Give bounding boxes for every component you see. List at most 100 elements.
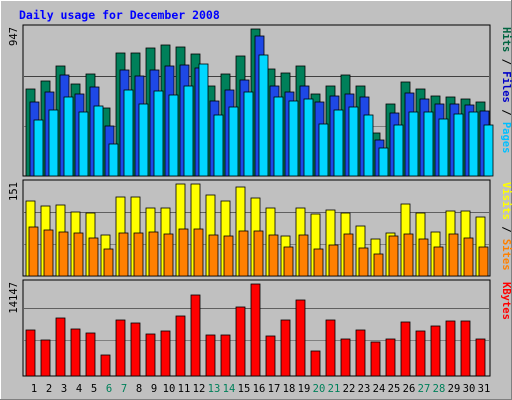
bar-pages-day-5: [93, 105, 104, 177]
bar-sites-day-22: [343, 233, 354, 277]
bar-pages-day-23: [363, 114, 374, 177]
x-tick-label-day-6: 6: [106, 383, 112, 395]
bar-sites-day-10: [163, 233, 174, 277]
bar-pages-day-7: [123, 89, 134, 177]
bar-kbytes-day-13: [205, 334, 216, 377]
x-tick-label-day-27: 27: [418, 383, 431, 395]
bar-sites-day-7: [118, 232, 129, 277]
bar-pages-day-15: [243, 91, 254, 177]
bar-sites-day-2: [43, 229, 54, 277]
bar-kbytes-day-9: [145, 333, 156, 377]
bar-kbytes-day-27: [415, 330, 426, 377]
bar-pages-day-17: [273, 96, 284, 177]
bar-kbytes-day-8: [130, 322, 141, 377]
bar-pages-day-4: [78, 111, 89, 177]
x-tick-label-day-20: 20: [313, 383, 326, 395]
bar-sites-day-17: [268, 234, 279, 277]
bar-pages-day-11: [183, 85, 194, 177]
label-layer: 947 Hits / Files / Pages 151 Visits / Sites…: [8, 27, 512, 395]
bar-kbytes-day-26: [400, 321, 411, 377]
x-tick-label-day-8: 8: [136, 383, 142, 395]
bar-sites-day-8: [133, 232, 144, 277]
bar-pages-day-19: [303, 98, 314, 177]
x-tick-label-day-1: 1: [31, 383, 37, 395]
mark-layer: [25, 28, 494, 377]
bar-pages-day-9: [153, 90, 164, 177]
bar-kbytes-day-10: [160, 330, 171, 377]
bar-sites-day-27: [418, 238, 429, 277]
bar-kbytes-day-30: [460, 320, 471, 377]
bar-kbytes-day-23: [355, 329, 366, 377]
bar-sites-day-9: [148, 231, 159, 277]
x-tick-label-day-2: 2: [46, 383, 52, 395]
chart-title: Daily usage for December 2008: [19, 8, 220, 22]
bar-sites-day-5: [88, 237, 99, 277]
bar-sites-day-29: [448, 233, 459, 277]
bar-pages-day-3: [63, 96, 74, 177]
panel-1-legend: Visits / Sites: [500, 182, 512, 271]
bar-kbytes-day-2: [40, 339, 51, 377]
bar-pages-day-27: [423, 111, 434, 177]
bar-pages-day-31: [483, 124, 494, 177]
panel-2-legend: KBytes: [500, 282, 512, 320]
legend-separator: /: [500, 103, 512, 122]
bar-kbytes-day-19: [295, 299, 306, 377]
legend-visits: Visits: [500, 182, 512, 220]
legend-kbytes: KBytes: [500, 282, 512, 320]
bar-sites-day-30: [463, 237, 474, 277]
bar-pages-day-6: [108, 143, 119, 177]
bar-pages-day-29: [453, 113, 464, 177]
bar-pages-day-26: [408, 111, 419, 177]
x-tick-label-day-30: 30: [463, 383, 476, 395]
legend-separator: /: [500, 220, 512, 239]
panel-1-ymax-label: 151: [8, 182, 20, 201]
bar-kbytes-day-16: [250, 283, 261, 377]
bar-pages-day-10: [168, 94, 179, 177]
bar-pages-day-22: [348, 106, 359, 177]
bar-kbytes-day-15: [235, 306, 246, 377]
bar-sites-day-21: [328, 244, 339, 277]
bar-kbytes-day-12: [190, 294, 201, 377]
x-tick-label-day-24: 24: [373, 383, 386, 395]
x-tick-label-day-28: 28: [433, 383, 446, 395]
bar-kbytes-day-22: [340, 338, 351, 377]
legend-hits: Hits: [500, 27, 512, 52]
bar-kbytes-day-24: [370, 341, 381, 377]
bar-sites-day-12: [193, 228, 204, 277]
x-tick-label-day-14: 14: [223, 383, 236, 395]
bar-pages-day-12: [198, 63, 209, 177]
bar-kbytes-day-14: [220, 334, 231, 377]
bar-sites-day-11: [178, 228, 189, 277]
panel-0-legend: Hits / Files / Pages: [500, 27, 512, 153]
x-tick-label-day-5: 5: [91, 383, 97, 395]
x-tick-label-day-19: 19: [298, 383, 311, 395]
x-tick-label-day-25: 25: [388, 383, 401, 395]
bar-kbytes-day-17: [265, 335, 276, 377]
bar-pages-day-21: [333, 109, 344, 177]
bar-sites-day-25: [388, 235, 399, 277]
bar-pages-day-30: [468, 111, 479, 177]
bar-kbytes-day-20: [310, 350, 321, 377]
bar-pages-day-13: [213, 114, 224, 177]
bar-pages-day-14: [228, 106, 239, 177]
x-tick-label-day-18: 18: [283, 383, 296, 395]
bar-kbytes-day-11: [175, 315, 186, 377]
bar-kbytes-day-6: [100, 354, 111, 377]
bar-sites-day-15: [238, 230, 249, 277]
x-tick-label-day-16: 16: [253, 383, 266, 395]
bar-kbytes-day-1: [25, 329, 36, 377]
bar-sites-day-24: [373, 253, 384, 277]
bar-pages-day-2: [48, 109, 59, 177]
bar-pages-day-8: [138, 103, 149, 177]
panel-0-ymax-label: 947: [8, 27, 20, 46]
bar-pages-day-28: [438, 118, 449, 177]
bar-sites-day-20: [313, 248, 324, 277]
x-tick-label-day-13: 13: [208, 383, 221, 395]
bar-pages-day-24: [378, 147, 389, 177]
bar-sites-day-26: [403, 233, 414, 277]
bar-kbytes-day-18: [280, 319, 291, 377]
bar-kbytes-day-21: [325, 319, 336, 377]
x-tick-label-day-3: 3: [61, 383, 67, 395]
bar-kbytes-day-29: [445, 320, 456, 377]
